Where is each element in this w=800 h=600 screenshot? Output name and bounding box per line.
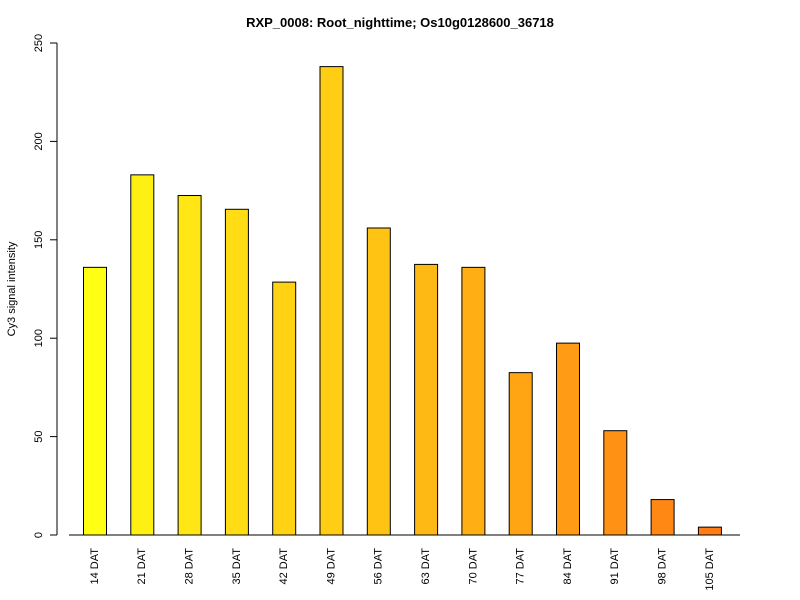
bar xyxy=(556,342,580,536)
bars-group xyxy=(83,66,722,536)
bar xyxy=(508,372,533,536)
x-tick-label: 49 DAT xyxy=(325,548,337,585)
y-tick-label: 50 xyxy=(33,430,45,442)
y-tick-label: 250 xyxy=(33,34,45,52)
bar xyxy=(272,281,297,536)
x-tick-label: 98 DAT xyxy=(657,548,669,585)
y-tick-label: 200 xyxy=(33,132,45,150)
x-tick-label: 84 DAT xyxy=(562,548,574,585)
x-tick-label: 14 DAT xyxy=(89,548,101,585)
x-tick-label: 70 DAT xyxy=(467,548,479,585)
x-tick-label: 28 DAT xyxy=(184,548,196,585)
y-tick-label: 100 xyxy=(33,329,45,347)
x-tick-label: 21 DAT xyxy=(136,548,148,585)
bar xyxy=(130,174,155,536)
x-tick-label: 63 DAT xyxy=(420,548,432,585)
y-tick-label: 0 xyxy=(33,532,45,538)
bar xyxy=(414,263,439,536)
y-tick-label: 150 xyxy=(33,231,45,249)
x-tick-label: 35 DAT xyxy=(231,548,243,585)
bar xyxy=(650,499,675,536)
bar xyxy=(177,195,202,536)
bar xyxy=(319,66,344,536)
x-tick-label: 77 DAT xyxy=(515,548,527,585)
x-tick-label: 42 DAT xyxy=(278,548,290,585)
bar xyxy=(697,526,722,536)
chart-title: RXP_0008: Root_nighttime; Os10g0128600_3… xyxy=(246,15,554,30)
x-tick-labels: 14 DAT 21 DAT 28 DAT 35 DAT 42 DAT 49 DAT 56 D… xyxy=(89,548,716,591)
bar xyxy=(366,227,391,536)
x-tick-label: 91 DAT xyxy=(609,548,621,585)
x-tick-label: 105 DAT xyxy=(704,548,716,591)
bar xyxy=(224,208,249,536)
bar xyxy=(461,266,486,536)
bar xyxy=(83,266,107,536)
y-axis-label: Cy3 signal intensity xyxy=(6,241,18,336)
y-axis: 0 50 100 150 200 250 xyxy=(33,34,58,538)
x-tick-label: 56 DAT xyxy=(373,548,385,585)
bar xyxy=(603,430,628,536)
